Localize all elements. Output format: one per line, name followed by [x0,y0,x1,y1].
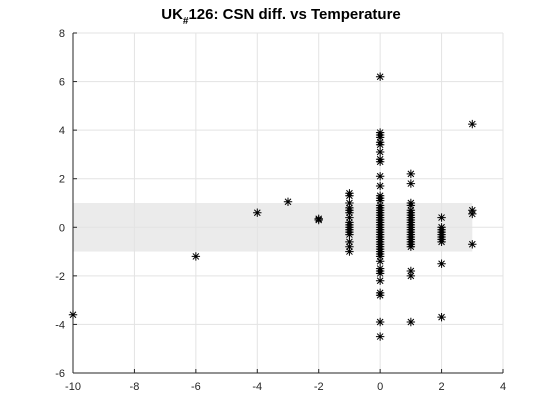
data-point [345,208,354,217]
chart-title-subscript: # [183,16,189,27]
data-point [375,157,385,166]
x-tick-label: -8 [130,381,140,393]
x-axis-ticks: -10 -8 -6 -4 -2 0 2 4 [65,369,506,393]
data-point [345,213,354,222]
data-point [437,312,446,322]
data-point [375,332,385,341]
data-point [375,196,385,205]
data-point [468,240,477,249]
data-points [68,72,477,341]
data-point [345,230,354,239]
data-point [345,198,354,208]
data-point [345,247,354,256]
data-point [375,269,385,278]
data-point [406,201,416,210]
y-tick-label: 0 [59,222,65,234]
x-tick-label: -2 [314,381,324,393]
data-point [191,252,201,261]
data-point [375,252,385,261]
x-tick-label: 4 [500,381,506,393]
data-point [406,271,416,281]
data-point [468,119,477,129]
data-point [437,237,446,247]
data-point [468,209,477,219]
data-point [406,266,416,276]
chart-title: UK#126: CSN diff. vs Temperature [161,6,401,27]
y-tick-label: -6 [55,368,65,380]
data-point [437,259,446,268]
data-point [375,72,385,81]
y-tick-label: 8 [59,28,65,40]
data-point [375,172,385,181]
y-tick-label: -2 [55,271,65,283]
data-point [375,181,385,191]
data-point [375,276,385,285]
data-point [345,242,354,251]
data-point [375,147,385,157]
y-tick-label: 4 [59,125,65,137]
x-tick-label: -10 [65,381,81,393]
y-tick-label: -4 [55,319,65,331]
data-point [345,237,354,247]
y-tick-label: 2 [59,174,65,186]
data-point [345,191,354,200]
y-axis-ticks: -6 -4 -2 0 2 4 6 8 [55,28,77,380]
data-point [68,310,78,319]
data-point [375,257,385,266]
data-point [314,214,323,223]
data-point [375,317,385,327]
data-point [437,213,446,222]
data-point [406,179,416,188]
data-point [375,133,385,142]
data-point [406,242,416,251]
data-point [375,140,385,149]
data-point [406,317,416,327]
x-tick-label: 0 [377,381,383,393]
x-tick-label: -4 [252,381,262,393]
data-point [375,291,385,300]
x-tick-label: 2 [439,381,445,393]
data-point [406,169,416,179]
data-point [253,208,262,217]
chart-title-main: 126: CSN diff. vs Temperature [188,6,400,23]
chart-title-prefix: UK [161,6,183,23]
x-tick-label: -6 [191,381,201,393]
data-point [283,197,293,206]
y-tick-label: 6 [59,77,65,89]
